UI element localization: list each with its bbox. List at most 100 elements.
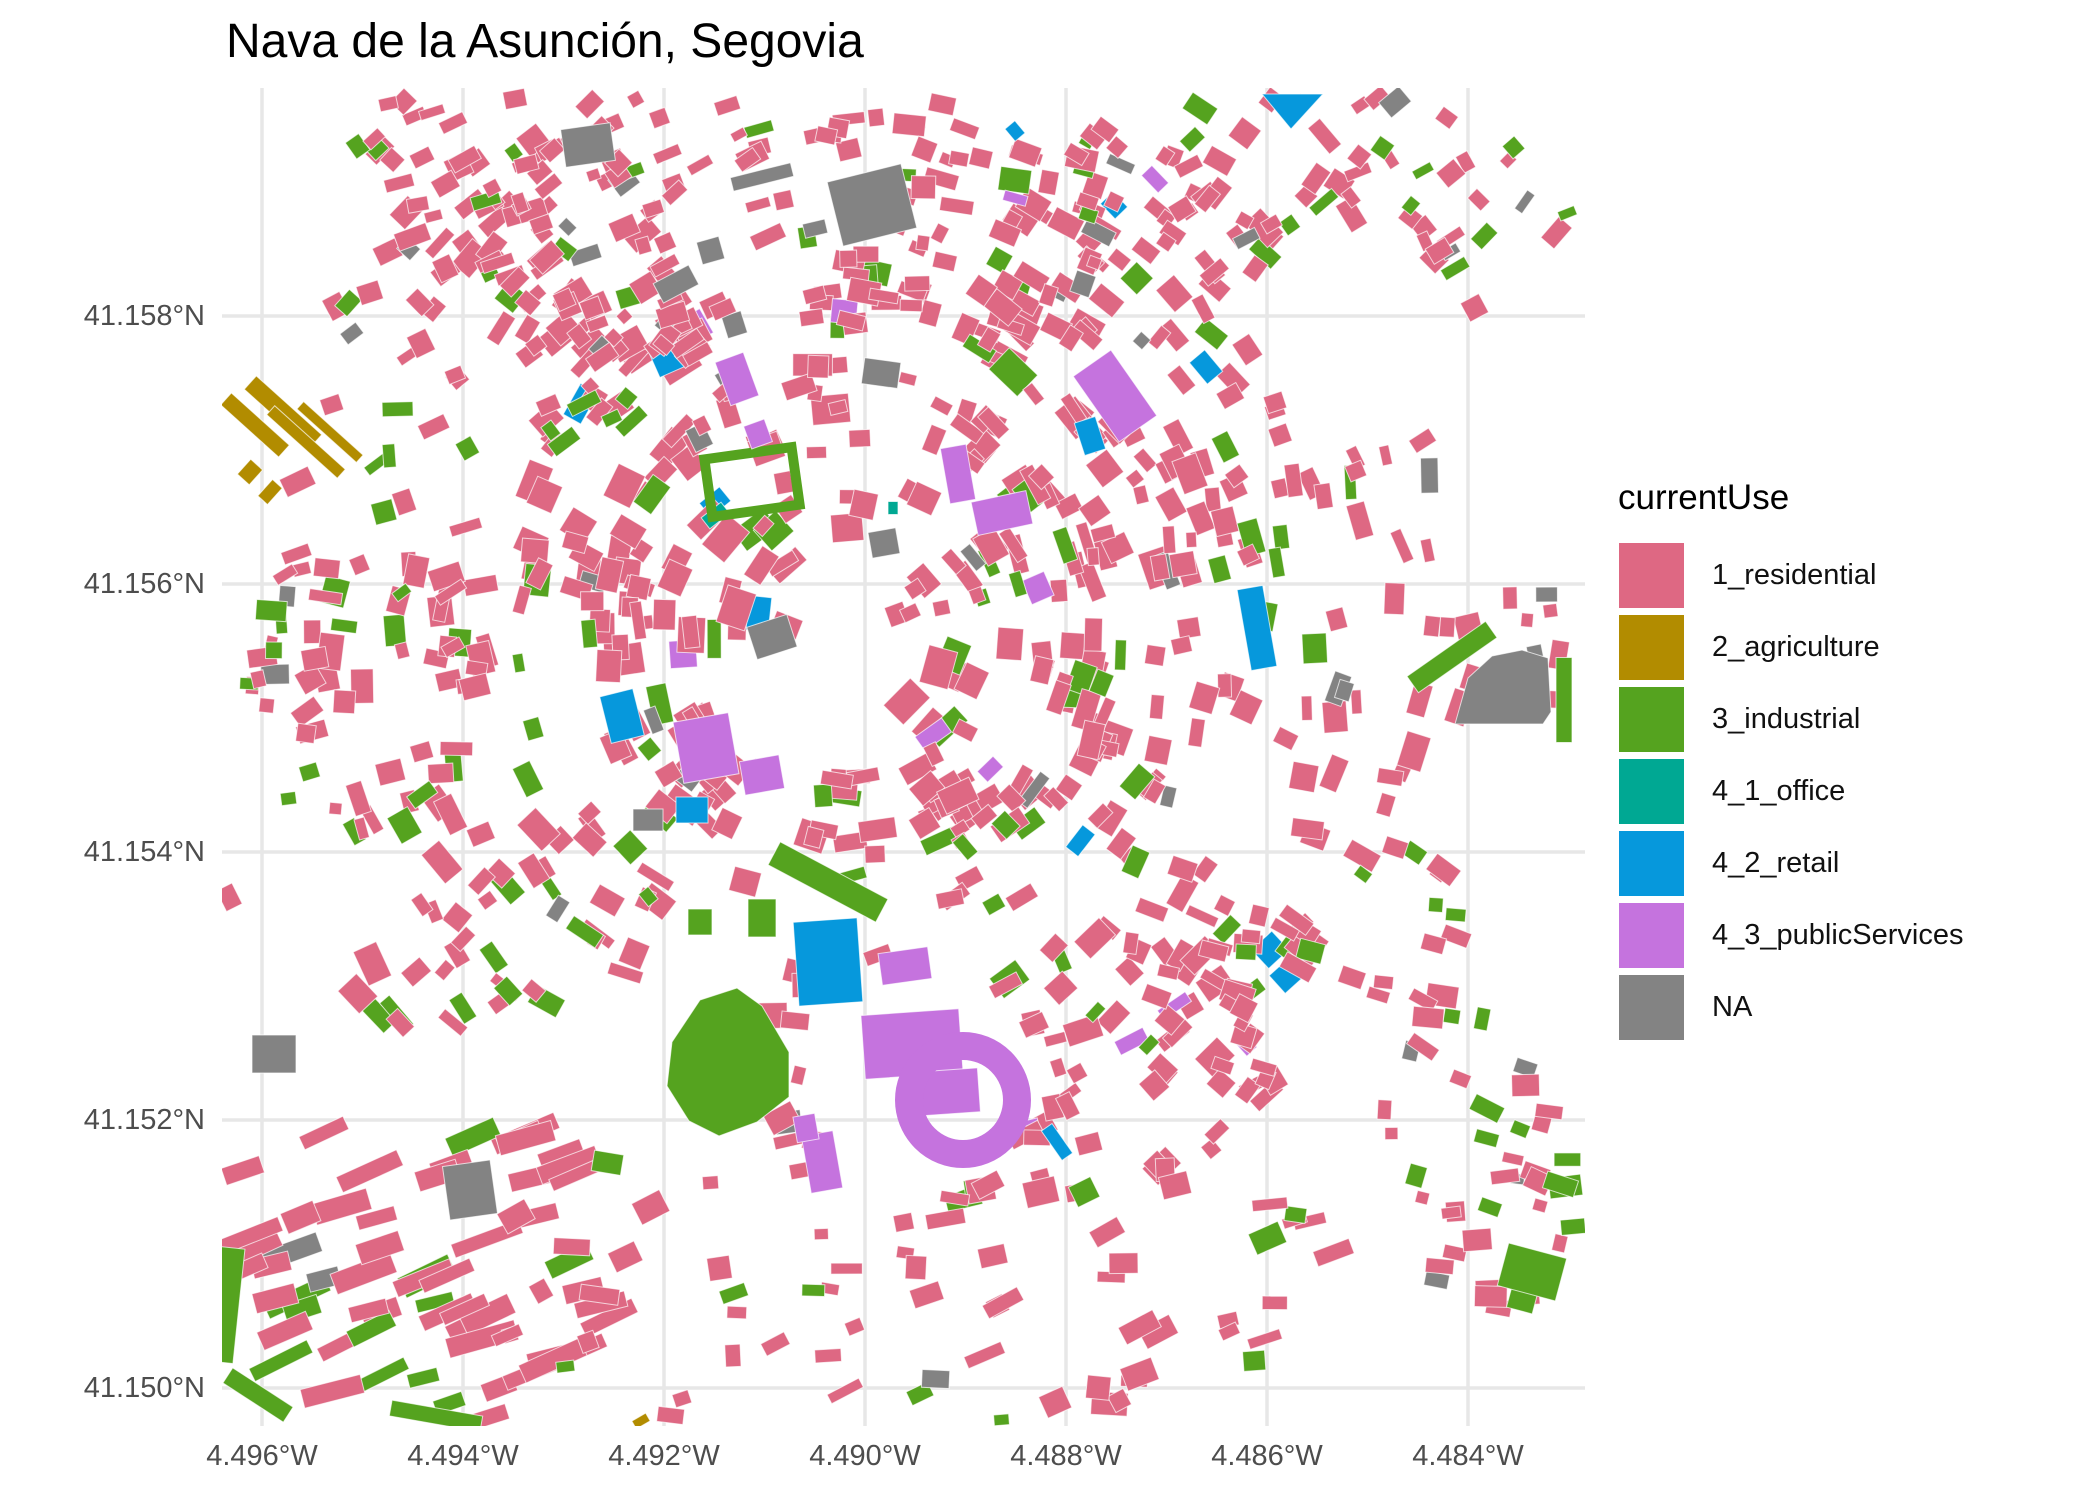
building (437, 110, 469, 136)
building (585, 167, 602, 183)
building (1069, 319, 1104, 352)
building (1520, 612, 1535, 628)
building (1241, 254, 1269, 284)
building (1212, 893, 1237, 917)
building (1376, 1099, 1393, 1121)
building (1148, 693, 1165, 720)
building (1375, 791, 1397, 818)
building (1501, 135, 1526, 160)
building (1454, 150, 1477, 174)
building (899, 298, 923, 313)
building (1372, 974, 1395, 991)
building (254, 598, 288, 623)
building (1088, 668, 1115, 698)
building (1119, 261, 1154, 296)
building (1064, 658, 1098, 697)
building (687, 908, 713, 936)
building (1489, 1167, 1521, 1186)
building (1234, 943, 1257, 961)
building (1425, 852, 1462, 888)
building (1018, 1010, 1050, 1039)
building (1419, 932, 1448, 956)
building (1308, 187, 1340, 217)
building (525, 557, 554, 591)
building (660, 179, 689, 207)
building (1241, 1349, 1267, 1372)
building (552, 1237, 591, 1257)
building (1131, 330, 1152, 351)
building (1142, 778, 1167, 805)
building (1277, 903, 1315, 936)
building (466, 866, 497, 896)
building (1469, 221, 1499, 251)
building (642, 705, 665, 736)
building (711, 806, 744, 841)
building (891, 112, 927, 138)
x-axis-tick-label: 4.484°W (1412, 1440, 1524, 1472)
building (584, 341, 620, 374)
building (348, 553, 371, 577)
building (345, 1309, 398, 1348)
building (337, 972, 379, 1015)
building (303, 619, 322, 645)
building (294, 722, 317, 745)
building (614, 404, 649, 438)
building (1188, 680, 1221, 716)
building (404, 287, 435, 318)
building (931, 598, 952, 618)
building (706, 1254, 733, 1282)
building (939, 1189, 971, 1207)
building (1108, 1252, 1139, 1275)
building (652, 264, 700, 304)
building (432, 792, 469, 837)
building (1103, 190, 1126, 213)
building (685, 153, 715, 177)
building (652, 598, 677, 631)
building (524, 333, 548, 357)
building (1048, 1056, 1068, 1079)
building (1190, 293, 1216, 325)
building (1007, 137, 1043, 168)
building (1344, 459, 1368, 483)
building (813, 1227, 830, 1241)
building (568, 242, 603, 268)
building (408, 740, 435, 764)
building (1454, 649, 1552, 725)
building (976, 755, 1005, 783)
building (481, 177, 503, 199)
building (729, 162, 795, 192)
building (1077, 560, 1108, 603)
building (1185, 500, 1216, 537)
building (265, 405, 347, 479)
building (1424, 236, 1455, 265)
building (867, 527, 901, 559)
building (1156, 317, 1191, 353)
building (839, 249, 858, 268)
building (574, 88, 606, 120)
building (300, 645, 330, 672)
building (1376, 767, 1405, 787)
building (934, 888, 966, 910)
building (1037, 1385, 1073, 1419)
building (400, 956, 433, 988)
building (606, 961, 645, 985)
building (588, 883, 626, 918)
building (614, 386, 639, 411)
building (434, 667, 464, 693)
building (762, 1100, 802, 1137)
building (580, 618, 599, 649)
building (1053, 492, 1084, 521)
building (599, 687, 645, 745)
building (908, 1280, 945, 1310)
building (511, 652, 527, 674)
building (440, 636, 466, 659)
building (441, 901, 474, 934)
building (1178, 125, 1207, 153)
building (898, 602, 922, 624)
building (1084, 448, 1125, 489)
building (1439, 255, 1471, 282)
building (402, 553, 431, 589)
building (976, 1242, 1009, 1270)
building (279, 790, 298, 807)
